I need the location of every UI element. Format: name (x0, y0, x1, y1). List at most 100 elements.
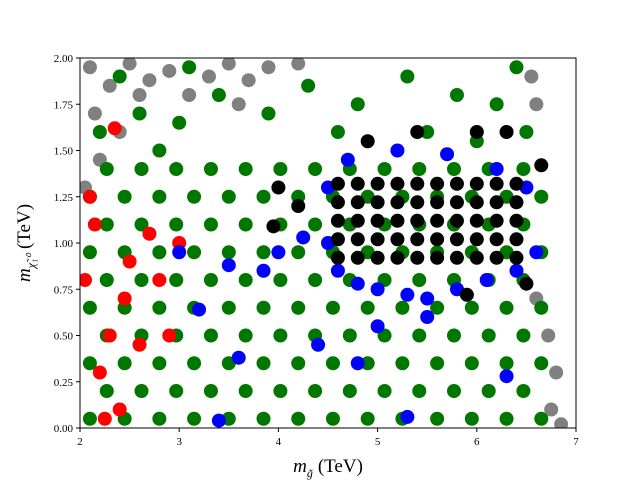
point (117, 356, 132, 371)
point (132, 88, 147, 102)
y-label-symbol: m (14, 268, 35, 282)
point (134, 273, 149, 287)
y-label-subscript: χ̃₁⁰ (24, 252, 38, 269)
point (182, 60, 197, 75)
point (97, 411, 112, 426)
point (395, 300, 410, 315)
point (449, 213, 464, 228)
point (509, 263, 524, 278)
point (122, 254, 137, 269)
point (350, 97, 365, 112)
point (203, 162, 218, 176)
point (142, 226, 157, 241)
point (350, 356, 365, 371)
y-tick-label: 0.25 (54, 377, 74, 389)
point (192, 302, 207, 317)
point (99, 217, 114, 232)
point (231, 97, 246, 112)
point (152, 189, 167, 204)
point (509, 232, 524, 247)
point (519, 125, 534, 139)
point (360, 411, 375, 426)
point (221, 258, 236, 273)
point (201, 69, 216, 84)
point (211, 88, 226, 102)
point (449, 232, 464, 247)
point (330, 213, 345, 228)
point (360, 134, 375, 149)
point (449, 176, 464, 191)
y-tick-label: 0.00 (54, 423, 74, 435)
point (162, 63, 177, 78)
point (377, 384, 392, 398)
point (489, 250, 504, 265)
x-label-subscript: g̃ (307, 466, 313, 480)
point (238, 217, 253, 232)
point (509, 250, 524, 265)
point (256, 300, 271, 315)
point (350, 232, 365, 247)
point (238, 273, 253, 287)
point (499, 125, 514, 139)
point (241, 73, 256, 88)
y-tick-label: 1.00 (54, 238, 74, 250)
point (271, 245, 286, 260)
point (162, 328, 177, 343)
point (350, 276, 365, 291)
point (273, 384, 288, 398)
point (554, 417, 569, 428)
point (82, 60, 97, 75)
point (203, 273, 218, 287)
y-tick-label: 1.50 (54, 146, 74, 158)
point (172, 245, 187, 260)
point (390, 195, 405, 210)
point (481, 384, 496, 398)
point (112, 402, 127, 417)
plot-area (80, 58, 569, 428)
point (256, 263, 271, 278)
point (221, 58, 236, 71)
point (446, 162, 461, 176)
point (169, 384, 184, 398)
point (107, 121, 122, 136)
point (296, 230, 311, 245)
point (544, 402, 559, 417)
point (152, 356, 167, 371)
point (529, 245, 544, 260)
point (330, 232, 345, 247)
point (308, 384, 323, 398)
point (99, 384, 114, 398)
point (499, 300, 514, 315)
point (469, 125, 484, 139)
point (469, 213, 484, 228)
point (132, 337, 147, 352)
point (430, 300, 445, 315)
point (134, 217, 149, 232)
point (370, 176, 385, 191)
y-tick-label: 2.00 (54, 53, 74, 65)
point (308, 273, 323, 287)
point (430, 176, 445, 191)
point (256, 189, 271, 204)
point (534, 189, 549, 204)
y-tick-label: 0.75 (54, 284, 74, 296)
point (430, 195, 445, 210)
axes: 2 3 4 5 6 7 0.00 0.25 0.50 0.75 1.00 1.25 1.50 1.75 2.… (54, 53, 580, 448)
point (449, 88, 464, 102)
x-tick-label: 2 (77, 436, 83, 448)
point (132, 106, 147, 121)
point (134, 384, 149, 398)
x-tick-label: 6 (474, 436, 480, 448)
point (99, 273, 114, 287)
point (410, 250, 425, 265)
point (529, 97, 544, 112)
point (469, 232, 484, 247)
point (464, 300, 479, 315)
point (489, 232, 504, 247)
point (370, 250, 385, 265)
point (256, 356, 271, 371)
point (420, 310, 435, 324)
y-tick-label: 1.75 (54, 99, 74, 111)
point (87, 106, 102, 121)
point (152, 411, 167, 426)
